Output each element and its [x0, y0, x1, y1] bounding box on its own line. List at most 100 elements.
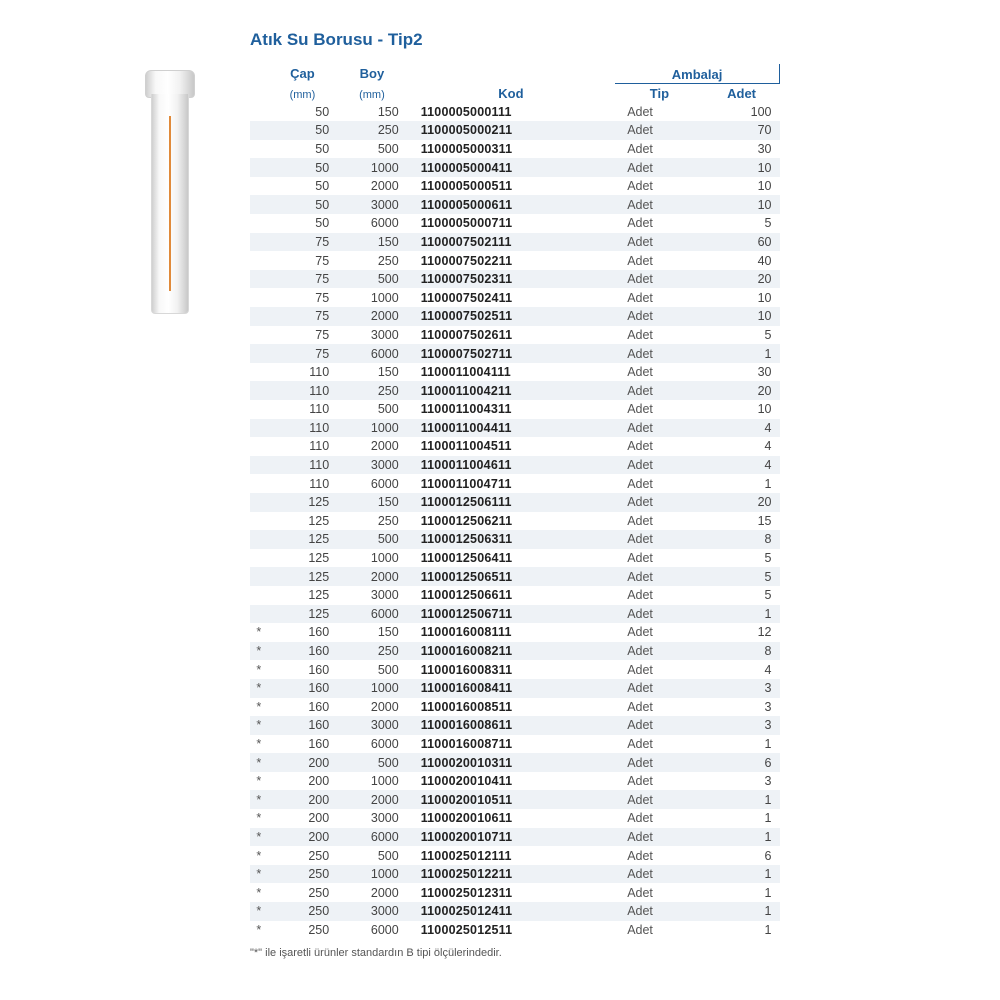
cell-star — [250, 158, 268, 177]
cell-kod: 1100025012211 — [407, 865, 616, 884]
cell-tip: Adet — [615, 530, 703, 549]
cell-tip: Adet — [615, 177, 703, 196]
cell-kod: 1100016008711 — [407, 735, 616, 754]
cell-star: * — [250, 883, 268, 902]
cell-kod: 1100012506311 — [407, 530, 616, 549]
cell-kod: 1100020010611 — [407, 809, 616, 828]
product-image-pipe — [145, 70, 195, 320]
cell-kod: 1100016008411 — [407, 679, 616, 698]
cell-boy: 500 — [337, 270, 407, 289]
table-row: 7510001100007502411Adet10 — [250, 288, 780, 307]
cell-tip: Adet — [615, 883, 703, 902]
cell-kod: 1100020010711 — [407, 828, 616, 847]
table-row: *25030001100025012411Adet1 — [250, 902, 780, 921]
table-row: 752501100007502211Adet40 — [250, 251, 780, 270]
cell-adet: 3 — [704, 772, 780, 791]
cell-cap: 75 — [268, 344, 338, 363]
table-row: 1251501100012506111Adet20 — [250, 493, 780, 512]
cell-star — [250, 251, 268, 270]
table-row: 7560001100007502711Adet1 — [250, 344, 780, 363]
spec-table: Çap Boy Kod Ambalaj (mm) (mm) Tip Adet 5… — [250, 64, 780, 939]
cell-tip: Adet — [615, 921, 703, 940]
cell-adet: 4 — [704, 437, 780, 456]
cell-boy: 6000 — [337, 344, 407, 363]
cell-tip: Adet — [615, 121, 703, 140]
cell-tip: Adet — [615, 363, 703, 382]
cell-tip: Adet — [615, 753, 703, 772]
cell-kod: 1100016008511 — [407, 698, 616, 717]
cell-kod: 1100016008611 — [407, 716, 616, 735]
cell-boy: 150 — [337, 233, 407, 252]
table-row: 11030001100011004611Adet4 — [250, 456, 780, 475]
cell-adet: 60 — [704, 233, 780, 252]
cell-cap: 125 — [268, 605, 338, 624]
cell-tip: Adet — [615, 698, 703, 717]
cell-star: * — [250, 753, 268, 772]
table-row: *16010001100016008411Adet3 — [250, 679, 780, 698]
cell-tip: Adet — [615, 270, 703, 289]
table-row: *20030001100020010611Adet1 — [250, 809, 780, 828]
cell-tip: Adet — [615, 381, 703, 400]
cell-boy: 250 — [337, 512, 407, 531]
cell-star — [250, 530, 268, 549]
cell-boy: 3000 — [337, 809, 407, 828]
cell-cap: 250 — [268, 846, 338, 865]
cell-star — [250, 586, 268, 605]
cell-kod: 1100007502511 — [407, 307, 616, 326]
cell-adet: 1 — [704, 344, 780, 363]
table-row: *20060001100020010711Adet1 — [250, 828, 780, 847]
cell-cap: 160 — [268, 660, 338, 679]
table-row: 751501100007502111Adet60 — [250, 233, 780, 252]
cell-kod: 1100011004511 — [407, 437, 616, 456]
cell-cap: 50 — [268, 177, 338, 196]
cell-star — [250, 233, 268, 252]
col-tip: Tip — [615, 83, 703, 103]
cell-cap: 160 — [268, 642, 338, 661]
cell-kod: 1100020010311 — [407, 753, 616, 772]
cell-tip: Adet — [615, 288, 703, 307]
cell-adet: 5 — [704, 549, 780, 568]
cell-adet: 1 — [704, 902, 780, 921]
cell-cap: 250 — [268, 865, 338, 884]
cell-star: * — [250, 865, 268, 884]
cell-tip: Adet — [615, 307, 703, 326]
cell-star — [250, 456, 268, 475]
cell-cap: 75 — [268, 251, 338, 270]
table-row: *25010001100025012211Adet1 — [250, 865, 780, 884]
cell-cap: 160 — [268, 716, 338, 735]
cell-adet: 3 — [704, 679, 780, 698]
cell-kod: 1100005000411 — [407, 158, 616, 177]
table-row: 12520001100012506511Adet5 — [250, 567, 780, 586]
cell-tip: Adet — [615, 660, 703, 679]
col-kod: Kod — [407, 64, 616, 103]
cell-boy: 6000 — [337, 735, 407, 754]
cell-kod: 1100012506511 — [407, 567, 616, 586]
cell-cap: 110 — [268, 363, 338, 382]
cell-boy: 3000 — [337, 456, 407, 475]
cell-boy: 500 — [337, 753, 407, 772]
cell-boy: 2000 — [337, 883, 407, 902]
cell-boy: 250 — [337, 121, 407, 140]
cell-kod: 1100012506211 — [407, 512, 616, 531]
cell-cap: 75 — [268, 288, 338, 307]
cell-star — [250, 307, 268, 326]
table-row: 5020001100005000511Adet10 — [250, 177, 780, 196]
cell-tip: Adet — [615, 865, 703, 884]
table-row: 12560001100012506711Adet1 — [250, 605, 780, 624]
cell-star: * — [250, 828, 268, 847]
cell-boy: 2000 — [337, 307, 407, 326]
cell-kod: 1100020010511 — [407, 790, 616, 809]
cell-adet: 6 — [704, 753, 780, 772]
cell-kod: 1100007502311 — [407, 270, 616, 289]
cell-adet: 70 — [704, 121, 780, 140]
cell-tip: Adet — [615, 679, 703, 698]
cell-adet: 1 — [704, 865, 780, 884]
cell-adet: 10 — [704, 158, 780, 177]
table-row: 12530001100012506611Adet5 — [250, 586, 780, 605]
cell-adet: 5 — [704, 567, 780, 586]
cell-boy: 1000 — [337, 865, 407, 884]
table-row: 5010001100005000411Adet10 — [250, 158, 780, 177]
cell-boy: 3000 — [337, 902, 407, 921]
cell-tip: Adet — [615, 902, 703, 921]
cell-star — [250, 605, 268, 624]
